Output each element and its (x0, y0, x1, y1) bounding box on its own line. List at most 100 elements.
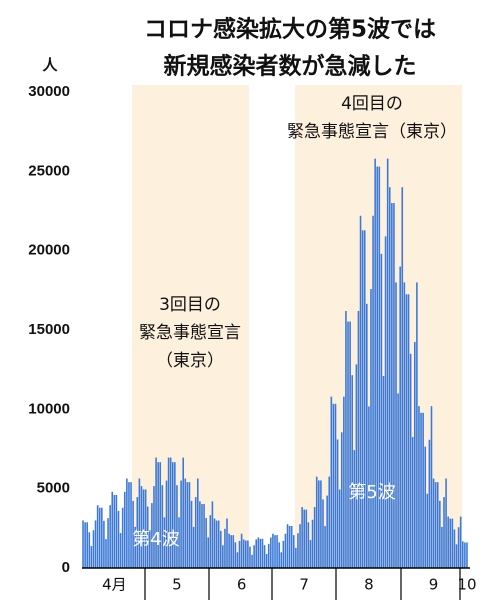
bar (332, 403, 335, 568)
bar (428, 439, 431, 568)
bar (90, 546, 93, 568)
y-tick-label: 5000 (37, 480, 70, 497)
bar (430, 406, 433, 568)
bar (146, 506, 149, 568)
y-tick-label: 30000 (28, 83, 70, 100)
bar (434, 482, 437, 568)
bar (144, 489, 147, 568)
bar (359, 215, 362, 568)
x-tick-label: 5 (172, 576, 182, 594)
bar (205, 518, 207, 568)
bar (416, 282, 418, 568)
bar (201, 504, 203, 568)
bar (292, 535, 295, 568)
bar (401, 187, 404, 568)
annotation: 4回目の (341, 94, 403, 114)
bar (126, 478, 128, 568)
bar (103, 520, 105, 568)
emergency-band (132, 85, 249, 568)
bar (203, 504, 205, 568)
bar (207, 537, 210, 568)
bar (391, 203, 393, 569)
y-tick-label: 20000 (28, 242, 70, 259)
bar (176, 485, 178, 568)
bar (123, 491, 126, 568)
bar (169, 457, 172, 568)
bar (378, 166, 381, 568)
bar (397, 393, 399, 568)
bar (411, 437, 414, 568)
bar (132, 500, 134, 568)
bar (184, 478, 187, 568)
annotation: 3回目の (159, 295, 221, 315)
bar (161, 485, 164, 568)
bar (159, 462, 162, 568)
bar (386, 158, 389, 568)
bar (295, 547, 297, 568)
bar (299, 524, 301, 568)
bar (242, 539, 245, 568)
bar (226, 518, 228, 568)
y-unit: 人 (42, 57, 58, 74)
bar (336, 439, 339, 568)
bar (278, 542, 280, 568)
annotation: 緊急事態宣言（東京） (287, 122, 457, 142)
bar (422, 412, 424, 568)
bar (345, 310, 347, 568)
bar (307, 522, 310, 568)
bar (253, 545, 255, 568)
bar (340, 432, 343, 568)
bar (420, 412, 422, 568)
wave-label: 第4波 (132, 529, 179, 550)
bar (174, 462, 176, 568)
bar (84, 522, 86, 568)
bar (301, 507, 303, 568)
bar (130, 482, 132, 568)
bar (347, 321, 349, 568)
bar (366, 303, 368, 568)
y-tick-label: 0 (62, 559, 70, 576)
bar (157, 462, 159, 568)
bar (461, 541, 464, 568)
bar (315, 476, 318, 568)
bar (190, 500, 193, 568)
bar (244, 540, 247, 568)
bar (255, 539, 258, 568)
bar (441, 526, 443, 568)
bar (217, 520, 220, 568)
bar (140, 486, 143, 568)
bar (466, 542, 468, 568)
bar (313, 507, 316, 568)
bar (447, 516, 449, 568)
bars (82, 158, 468, 569)
y-tick-label: 15000 (28, 321, 70, 338)
bar (134, 526, 136, 568)
bar (234, 542, 237, 568)
bar (357, 310, 360, 568)
bar (267, 543, 270, 568)
bar (363, 230, 366, 568)
bar (211, 501, 214, 568)
bar (197, 478, 199, 568)
bar (188, 482, 191, 568)
bar (393, 203, 395, 569)
bar (328, 476, 331, 568)
bar (92, 530, 95, 568)
bar (88, 532, 91, 568)
bar (370, 289, 372, 568)
bar (109, 505, 111, 568)
bar (199, 501, 201, 568)
bar (303, 509, 306, 568)
bar (236, 552, 239, 568)
bar (105, 539, 107, 568)
bar (270, 537, 272, 568)
bar (138, 478, 141, 568)
bar (282, 540, 285, 568)
bar (418, 406, 420, 568)
bar (399, 266, 401, 568)
bar (457, 527, 460, 568)
bar (405, 294, 408, 568)
bar (238, 540, 241, 568)
bar (224, 528, 226, 568)
bar (153, 486, 155, 568)
